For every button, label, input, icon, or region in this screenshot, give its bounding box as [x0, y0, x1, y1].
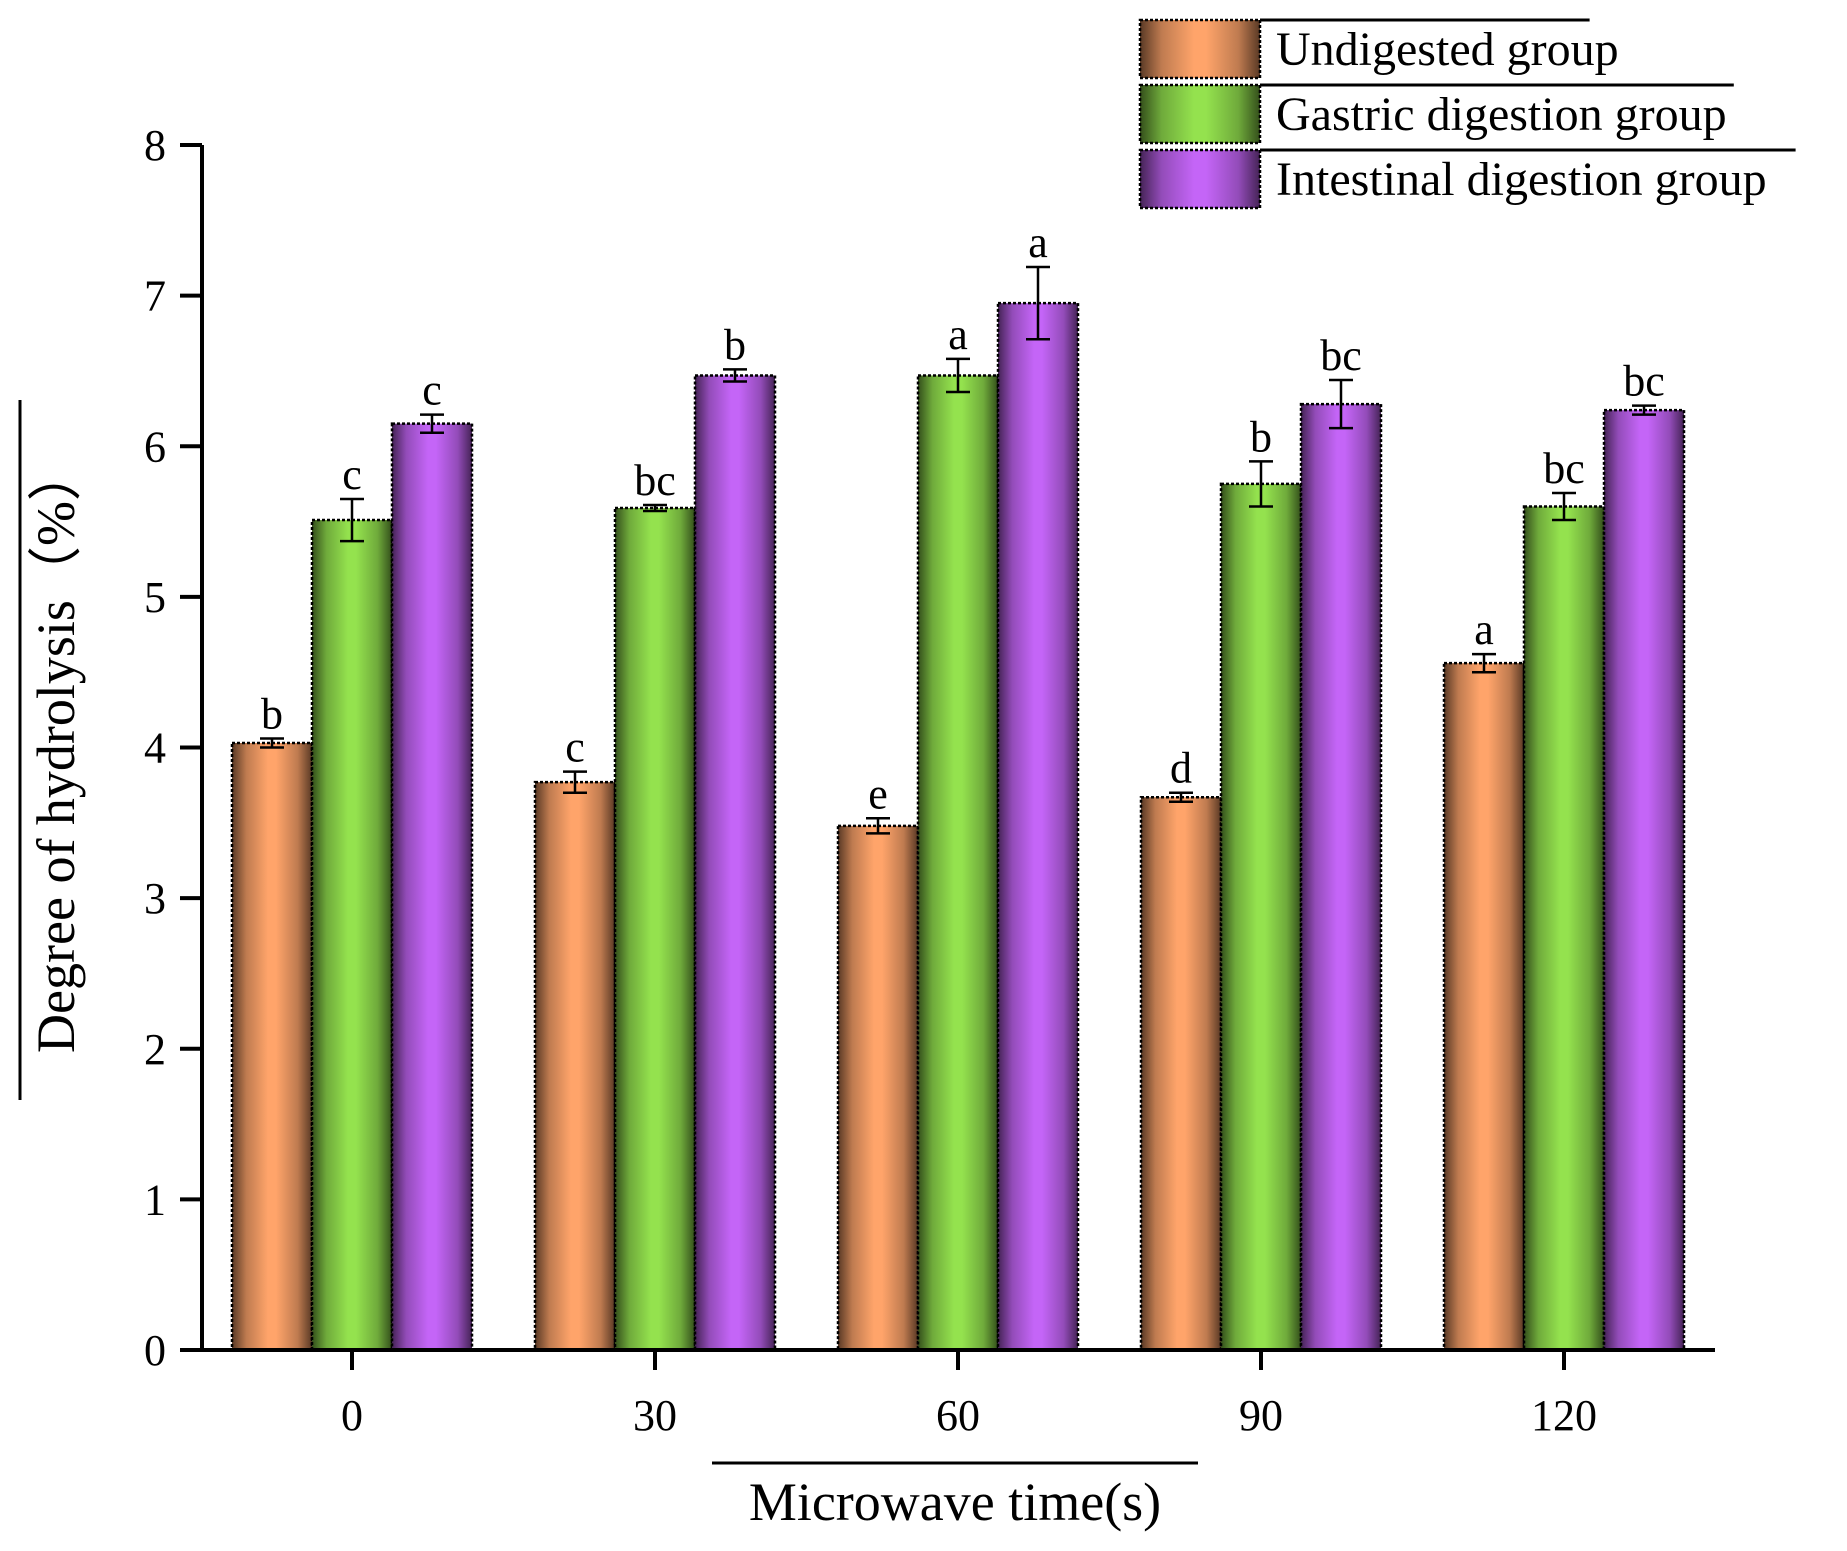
- y-tick-label: 4: [144, 724, 166, 773]
- y-tick-label: 7: [144, 272, 166, 321]
- legend-swatch: [1138, 148, 1262, 210]
- significance-label: e: [868, 769, 888, 818]
- bar-intestinal-digestion-group-0: [390, 422, 474, 1352]
- bar-intestinal-digestion-group-90: [1299, 402, 1383, 1352]
- significance-label: bc: [1320, 331, 1362, 380]
- bar-gastric-digestion-group-0: [310, 518, 394, 1352]
- y-tick-label: 0: [144, 1326, 166, 1375]
- bar-undigested-group-0: [230, 741, 314, 1352]
- y-tick-label: 1: [144, 1175, 166, 1224]
- significance-label: bc: [634, 456, 676, 505]
- bar-intestinal-digestion-group-60: [996, 301, 1080, 1352]
- significance-label: d: [1170, 744, 1192, 793]
- bar-undigested-group-120: [1442, 661, 1526, 1352]
- bar-undigested-group-90: [1139, 795, 1223, 1352]
- significance-label: bc: [1543, 444, 1585, 493]
- significance-label: a: [948, 310, 968, 359]
- y-tick-label: 6: [144, 422, 166, 471]
- legend: Undigested group Gastric digestion group I…: [1138, 18, 1796, 210]
- axes-layer: 0 1 2 3 4 5 6 7 8 0 30 60 90 120: [144, 121, 1715, 1440]
- y-tick-label: 3: [144, 874, 166, 923]
- bars-layer: [230, 265, 1686, 1352]
- bar-undigested-group-60: [836, 824, 920, 1352]
- significance-label: a: [1474, 605, 1494, 654]
- y-tick-label: 8: [144, 121, 166, 170]
- x-axis-title: Microwave time(s): [749, 1472, 1161, 1532]
- bar-intestinal-digestion-group-120: [1602, 408, 1686, 1352]
- significance-label: bc: [1623, 357, 1665, 406]
- legend-swatch: [1138, 83, 1262, 145]
- significance-label: c: [422, 366, 442, 415]
- x-tick-label: 0: [341, 1391, 363, 1440]
- bar-gastric-digestion-group-90: [1219, 482, 1303, 1352]
- bar-gastric-digestion-group-120: [1522, 505, 1606, 1352]
- significance-label: b: [261, 689, 283, 738]
- x-tick-label: 60: [936, 1391, 980, 1440]
- significance-label: a: [1028, 218, 1048, 267]
- significance-label: c: [342, 450, 362, 499]
- legend-label: Intestinal digestion group: [1276, 153, 1767, 206]
- x-tick-label: 30: [633, 1391, 677, 1440]
- y-tick-label: 2: [144, 1025, 166, 1074]
- y-axis-title: Degree of hydrolysis（%）: [26, 447, 86, 1053]
- legend-label: Undigested group: [1276, 23, 1619, 76]
- significance-label: c: [565, 723, 585, 772]
- bar-gastric-digestion-group-60: [916, 374, 1000, 1352]
- y-tick-label: 5: [144, 573, 166, 622]
- legend-label: Gastric digestion group: [1276, 88, 1727, 141]
- bar-undigested-group-30: [533, 780, 617, 1352]
- x-tick-label: 90: [1239, 1391, 1283, 1440]
- bar-gastric-digestion-group-30: [613, 506, 697, 1352]
- significance-label: b: [724, 320, 746, 369]
- significance-label: b: [1250, 412, 1272, 461]
- x-tick-label: 120: [1531, 1391, 1597, 1440]
- bar-intestinal-digestion-group-30: [693, 374, 777, 1352]
- legend-swatch: [1138, 18, 1262, 80]
